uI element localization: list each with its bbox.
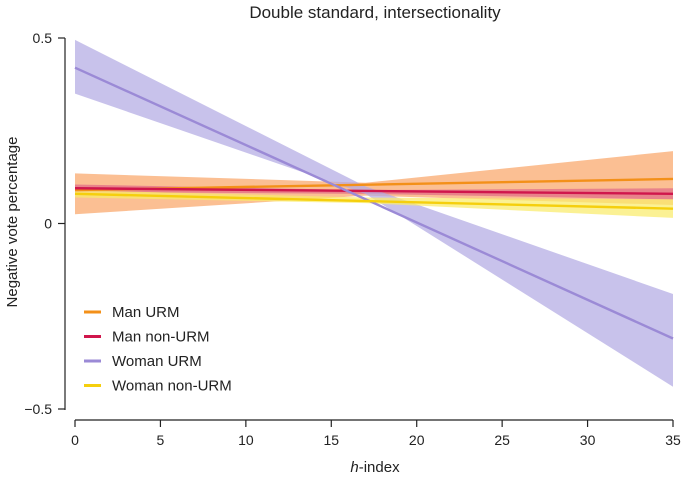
- x-tick-label: 5: [157, 432, 165, 448]
- band-woman-urm: [75, 39, 673, 387]
- line-man-non-urm: [74, 187, 674, 196]
- x-axis-label-italic: h: [350, 459, 358, 476]
- legend: Man URM Man non-URM Woman URM Woman non-URM: [84, 304, 232, 395]
- x-tick-label: 10: [238, 432, 254, 448]
- plot-area: [74, 39, 674, 387]
- x-tick-label: 35: [665, 432, 681, 448]
- legend-label-woman-non-urm: Woman non-URM: [112, 378, 232, 395]
- x-axis-label-rest: -index: [359, 459, 400, 476]
- y-tick-label: −0.5: [24, 401, 52, 417]
- y-tick-label: 0.5: [33, 30, 53, 46]
- x-tick-label: 25: [494, 432, 510, 448]
- line-woman-non-urm: [74, 192, 674, 210]
- y-axis-label: Negative vote percentage: [4, 137, 21, 308]
- y-ticks: 0.5 0 −0.5: [24, 30, 65, 417]
- line-woman-urm: [74, 66, 674, 340]
- y-tick-label: 0: [44, 216, 52, 232]
- x-tick-label: 0: [71, 432, 79, 448]
- legend-label-woman-urm: Woman URM: [112, 353, 202, 370]
- x-tick-label: 20: [409, 432, 425, 448]
- legend-label-man-non-urm: Man non-URM: [112, 329, 210, 346]
- chart-title: Double standard, intersectionality: [249, 3, 501, 22]
- series-lines: [74, 66, 674, 340]
- x-axis-label: h-index: [350, 459, 400, 476]
- axes: 0 5 10 15 20 25 30 35 0.5 0 −0.5: [24, 30, 681, 448]
- x-tick-label: 30: [580, 432, 596, 448]
- x-tick-label: 15: [323, 432, 339, 448]
- legend-label-man-urm: Man URM: [112, 304, 180, 321]
- x-ticks: 0 5 10 15 20 25 30 35: [71, 420, 681, 448]
